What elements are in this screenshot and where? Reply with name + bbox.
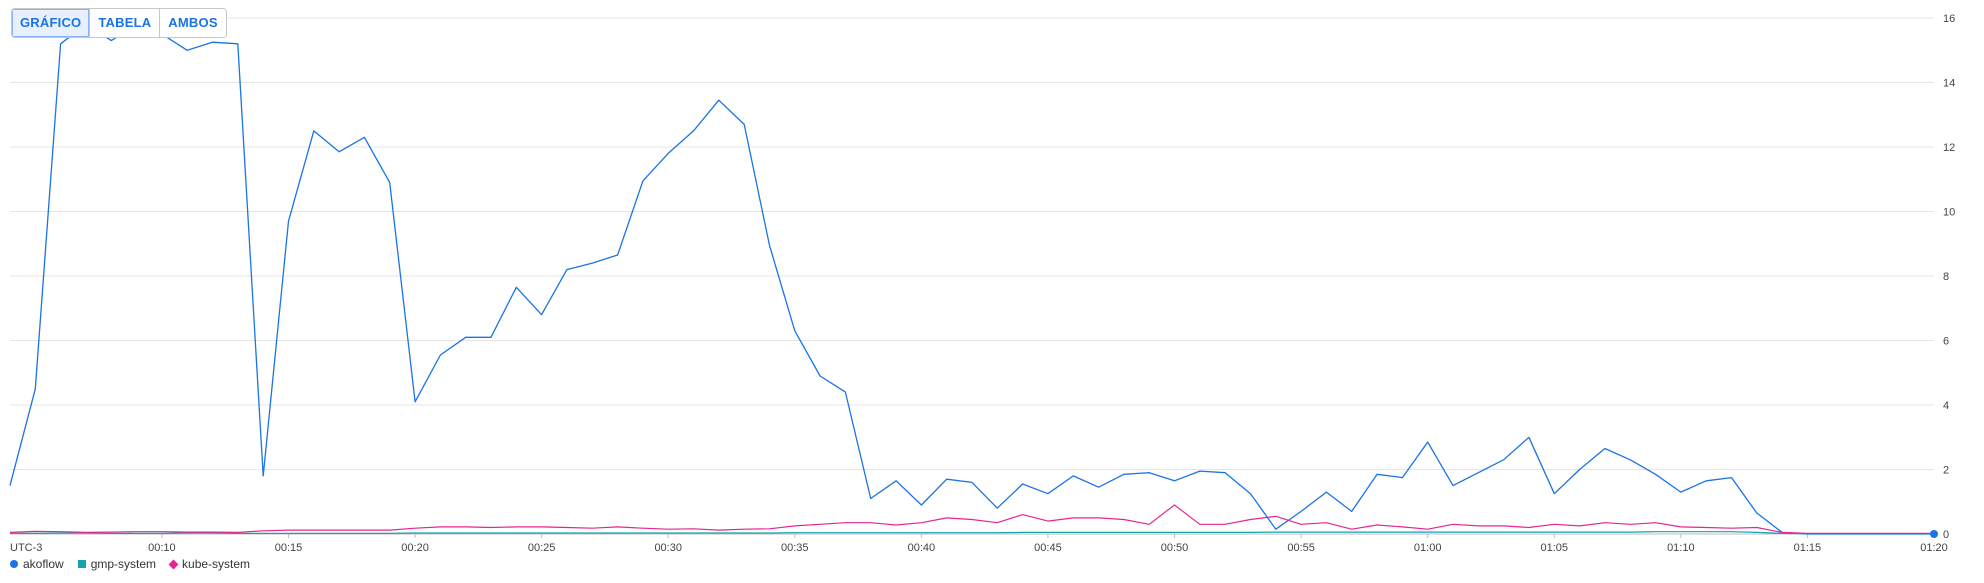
- x-tick-label: 00:45: [1034, 542, 1062, 554]
- y-tick-label: 12: [1943, 142, 1955, 154]
- view-toggle: GRÁFICO TABELA AMBOS: [11, 8, 227, 38]
- tab-tabela[interactable]: TABELA: [90, 9, 161, 37]
- x-tick-label: 00:50: [1161, 542, 1189, 554]
- legend-swatch-kube-system: [168, 559, 179, 569]
- legend-item-gmp-system[interactable]: gmp-system: [77, 557, 157, 571]
- y-tick-label: 0: [1943, 529, 1949, 541]
- series-line-gmp-system: [10, 531, 1934, 535]
- legend-label-gmp-system: gmp-system: [90, 557, 157, 571]
- legend-label-akoflow: akoflow: [23, 557, 64, 571]
- y-tick-label: 8: [1943, 271, 1949, 283]
- y-tick-label: 2: [1943, 465, 1949, 477]
- x-tick-label: 00:35: [781, 542, 809, 554]
- x-tick-label: 01:00: [1414, 542, 1442, 554]
- x-tick-label: 01:20: [1920, 542, 1948, 554]
- x-tick-label: 01:05: [1540, 542, 1568, 554]
- y-tick-label: 10: [1943, 207, 1955, 219]
- tab-ambos[interactable]: AMBOS: [160, 9, 226, 37]
- series-line-akoflow: [9, 23, 1934, 535]
- legend-item-kube-system[interactable]: kube-system: [168, 557, 251, 571]
- x-tick-label: 01:15: [1794, 542, 1822, 554]
- x-tick-label: 00:40: [908, 542, 936, 554]
- legend-label-kube-system: kube-system: [182, 557, 251, 571]
- y-tick-label: 16: [1943, 13, 1955, 25]
- y-tick-label: 4: [1943, 400, 1949, 412]
- legend-swatch-gmp-system: [77, 560, 86, 568]
- x-tick-label: 00:15: [275, 542, 303, 554]
- tab-grafico[interactable]: GRÁFICO: [12, 9, 91, 37]
- x-tick-label: 00:55: [1287, 542, 1315, 554]
- x-tick-label: 00:20: [401, 542, 429, 554]
- x-tick-label: 00:25: [528, 542, 556, 554]
- x-tick-label: 00:10: [148, 542, 176, 554]
- chart-legend: akoflow gmp-system kube-system: [10, 557, 250, 571]
- series-line-kube-system: [9, 504, 1934, 535]
- timezone-label: UTC-3: [10, 542, 42, 554]
- series-end-point-akoflow: [1930, 530, 1938, 538]
- legend-swatch-akoflow: [10, 560, 18, 568]
- y-tick-label: 6: [1943, 336, 1949, 348]
- x-tick-label: 01:10: [1667, 542, 1695, 554]
- legend-item-akoflow[interactable]: akoflow: [10, 557, 64, 571]
- x-tick-label: 00:30: [654, 542, 682, 554]
- y-tick-label: 14: [1943, 78, 1955, 90]
